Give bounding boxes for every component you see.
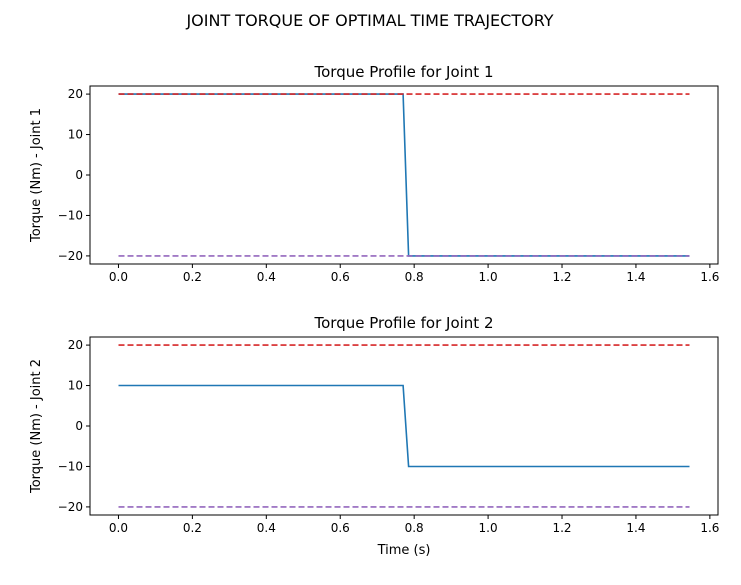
plot-area [118,344,690,508]
x-tick-label: 0.2 [183,270,202,284]
axes-frame [89,336,719,516]
y-tick-label: −20 [58,249,83,263]
y-ticks: 20 10 0 −10 −20 [58,87,90,263]
y-tick-label: −10 [58,459,83,473]
x-tick-label: 1.2 [552,521,571,535]
x-tick-label: 0.8 [405,270,424,284]
figure-title: JOINT TORQUE OF OPTIMAL TIME TRAJECTORY [185,11,553,30]
series-line-0 [118,93,690,257]
subplot-title: Torque Profile for Joint 1 [314,63,494,81]
y-tick-label: 0 [75,168,83,182]
series-line-0 [118,384,690,468]
x-tick-label: 1.6 [700,270,719,284]
y-tick-label: 20 [68,338,83,352]
x-tick-label: 1.2 [552,270,571,284]
x-ticks: 0.0 0.2 0.4 0.6 0.8 1.0 1.2 1.4 1.6 [109,264,719,284]
x-tick-label: 1.4 [626,270,645,284]
x-tick-label: 0.0 [109,270,128,284]
x-tick-label: 1.0 [479,521,498,535]
x-tick-label: 0.4 [257,521,276,535]
x-tick-label: 1.4 [626,521,645,535]
y-tick-label: −20 [58,500,83,514]
y-tick-label: 10 [68,128,83,142]
x-ticks: 0.0 0.2 0.4 0.6 0.8 1.0 1.2 1.4 1.6 [109,515,719,535]
x-tick-label: 0.6 [331,270,350,284]
x-tick-label: 0.2 [183,521,202,535]
subplot-title: Torque Profile for Joint 2 [314,314,494,332]
y-ticks: 20 10 0 −10 −20 [58,338,90,514]
subplot-joint-2: Torque Profile for Joint 2 0.0 0.2 0.4 0.6 0… [29,314,719,558]
x-tick-label: 1.0 [479,270,498,284]
x-axis-label: Time (s) [377,543,431,558]
x-tick-label: 0.8 [405,521,424,535]
x-tick-label: 0.0 [109,521,128,535]
plot-area [118,93,690,257]
subplot-joint-1: Torque Profile for Joint 1 0.0 0.2 0.4 0.6 0… [29,63,719,284]
x-tick-label: 0.6 [331,521,350,535]
y-axis-label: Torque (Nm) - Joint 2 [29,359,44,494]
y-tick-label: 10 [68,379,83,393]
x-tick-label: 0.4 [257,270,276,284]
x-tick-label: 1.6 [700,521,719,535]
y-tick-label: 20 [68,87,83,101]
y-tick-label: −10 [58,208,83,222]
y-tick-label: 0 [75,419,83,433]
y-axis-label: Torque (Nm) - Joint 1 [29,108,44,243]
